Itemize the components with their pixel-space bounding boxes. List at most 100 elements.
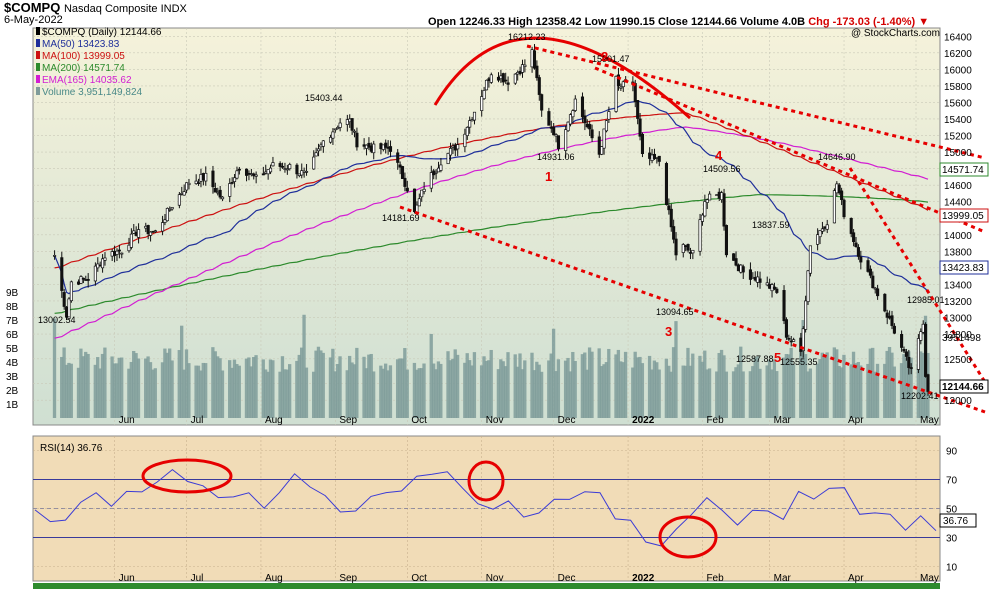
volume-bar (472, 352, 477, 418)
candle-body (667, 205, 671, 211)
volume-bar (232, 359, 237, 418)
candle-body (566, 121, 570, 132)
volume-bar (825, 352, 829, 418)
candle-body (720, 192, 724, 201)
index-name: Nasdaq Composite INDX (63, 3, 187, 15)
volume-bar (379, 365, 383, 418)
candle-body (549, 126, 553, 129)
candle-body (62, 292, 66, 307)
legend-entry: EMA(165) 14035.62 (42, 75, 132, 86)
volume-bar (134, 353, 138, 418)
volume-tick-label: 9B (6, 288, 19, 299)
volume-bar (405, 369, 409, 418)
volume-bar (247, 357, 251, 418)
volume-bar (319, 350, 323, 418)
volume-bar (412, 362, 417, 418)
volume-bar (429, 333, 433, 418)
candle-body (648, 152, 652, 159)
volume-bar (513, 354, 517, 418)
price-annotation-label: 13002.54 (38, 315, 76, 325)
volume-bar (187, 363, 191, 418)
volume-bar (465, 353, 469, 418)
candle-body (520, 64, 525, 73)
candle-body (237, 168, 241, 171)
candle-body (835, 183, 839, 194)
candle-body (144, 225, 148, 229)
legend-swatch (36, 87, 40, 95)
candle-body (180, 193, 184, 195)
rsi-month-tick-label: Mar (774, 573, 792, 584)
candle-body (300, 170, 304, 176)
wave-label: 2 (601, 49, 608, 64)
candle-body (77, 281, 81, 285)
candle-body (888, 316, 892, 319)
volume-bar (69, 363, 73, 418)
candle-body (429, 172, 433, 189)
candle-body (602, 128, 606, 149)
candle-body (523, 64, 527, 67)
volume-bar (566, 357, 570, 418)
candle-body (573, 98, 577, 111)
price-tick-label: 12000 (944, 396, 972, 407)
right-value-label: 12144.66 (942, 382, 984, 393)
volume-bar (446, 351, 450, 418)
candle-body (588, 124, 592, 130)
price-tick-label: 15000 (944, 148, 972, 159)
candle-body (638, 118, 642, 137)
volume-bar (681, 365, 685, 418)
legend-swatch (36, 63, 40, 71)
candle-body (907, 356, 911, 368)
volume-bar (506, 352, 510, 418)
volume-bar (674, 321, 678, 418)
volume-bar (52, 318, 57, 418)
candle-body (852, 232, 856, 243)
volume-bar (868, 348, 872, 418)
volume-bar (386, 370, 390, 418)
volume-bar (799, 349, 803, 418)
candle-body (233, 177, 237, 182)
candle-body (364, 144, 369, 149)
legend-swatch (36, 75, 40, 83)
volume-bar (434, 369, 438, 418)
candle-body (165, 208, 169, 222)
candle-body (580, 96, 585, 118)
candle-body (228, 183, 232, 197)
volume-bar (182, 369, 186, 418)
candle-body (756, 276, 760, 283)
volume-bar (201, 362, 205, 418)
volume-bar (160, 362, 165, 418)
volume-bar (621, 362, 625, 418)
volume-bar (79, 348, 83, 418)
volume-bar (916, 364, 920, 418)
candle-body (434, 171, 438, 174)
volume-bar (700, 361, 705, 418)
rsi-oversold-ellipse (658, 515, 718, 559)
volume-bar (758, 368, 762, 418)
legend-swatch (36, 27, 40, 35)
volume-tick-label: 2B (6, 386, 19, 397)
candle-body (621, 81, 625, 88)
volume-tick-label: 4B (6, 358, 19, 369)
volume-bar (436, 361, 441, 418)
candle-body (403, 177, 407, 187)
candle-body (199, 174, 203, 182)
candle-body (110, 251, 114, 257)
candle-body (348, 118, 352, 123)
volume-bar (204, 363, 208, 418)
volume-bar (647, 355, 652, 418)
rsi-month-tick-label: Jun (119, 573, 135, 584)
candle-body (201, 173, 205, 181)
candle-body (288, 164, 292, 170)
candle-body (530, 49, 534, 68)
ma200-line (54, 194, 929, 314)
candle-body (619, 86, 623, 89)
candle-body (717, 191, 721, 199)
volume-bar (736, 364, 741, 418)
rsi-line (34, 468, 937, 547)
candle-body (264, 171, 268, 174)
volume-bar (278, 371, 282, 418)
candle-body (688, 252, 693, 254)
volume-bar (549, 353, 553, 418)
volume-bar (530, 352, 534, 418)
candle-body (285, 168, 289, 171)
